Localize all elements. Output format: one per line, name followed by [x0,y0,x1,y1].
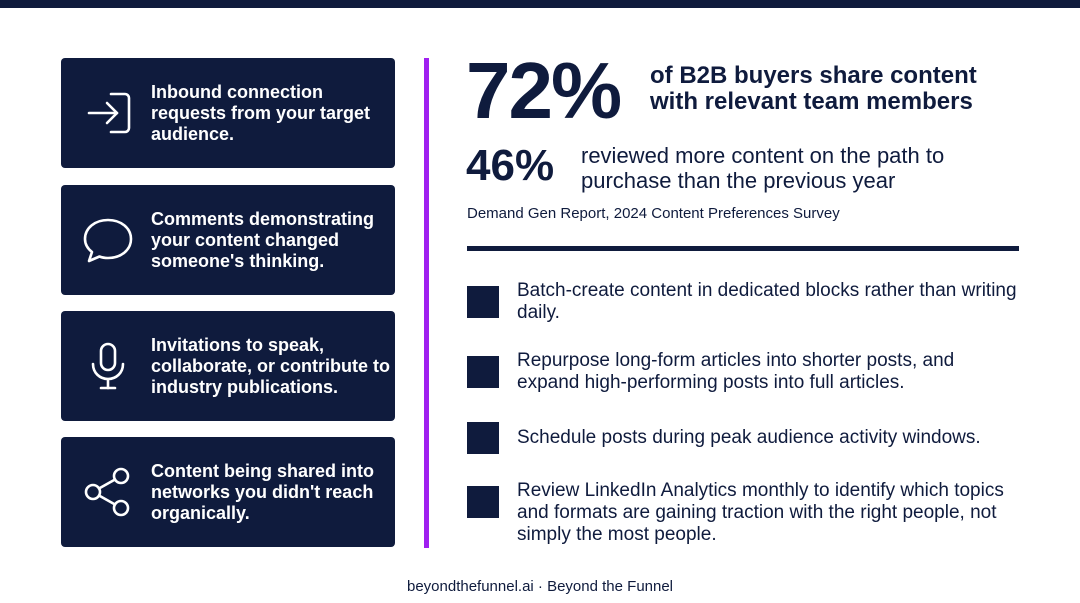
tip-text: Schedule posts during peak audience acti… [517,427,981,448]
bullet-square [467,286,499,318]
card-text: Inbound connection requests from your ta… [151,81,371,144]
card-text: Content being shared into networks you d… [151,460,374,523]
primary-stat-value: 72% [466,46,622,135]
card-invitations: Invitations to speak, collaborate, or co… [61,311,395,421]
card-shared-content: Content being shared into networks you d… [61,437,395,547]
speech-bubble-icon [81,213,135,267]
tip-text: Batch-create content in dedicated blocks… [517,280,1017,323]
card-text: Invitations to speak, collaborate, or co… [151,334,391,397]
tip-text: Repurpose long-form articles into shorte… [517,350,955,393]
tip-text: Review LinkedIn Analytics monthly to ide… [517,480,1004,545]
microphone-icon [81,339,135,393]
card-comments: Comments demonstrating your content chan… [61,185,395,295]
bullet-square [467,422,499,454]
horizontal-divider [467,246,1019,251]
primary-stat-text: of B2B buyers share content with relevan… [650,62,977,115]
sign-in-icon [81,86,135,140]
card-inbound-connections: Inbound connection requests from your ta… [61,58,395,168]
card-text: Comments demonstrating your content chan… [151,208,375,271]
source-citation: Demand Gen Report, 2024 Content Preferen… [467,205,840,222]
bullet-square [467,356,499,388]
footer-credit: beyondthefunnel.ai · Beyond the Funnel [406,578,674,595]
secondary-stat-text: reviewed more content on the path to pur… [581,143,945,193]
share-icon [81,465,135,519]
bullet-square [467,486,499,518]
secondary-stat-value: 46% [466,141,555,190]
top-bar [0,0,1080,8]
vertical-divider [424,58,429,548]
